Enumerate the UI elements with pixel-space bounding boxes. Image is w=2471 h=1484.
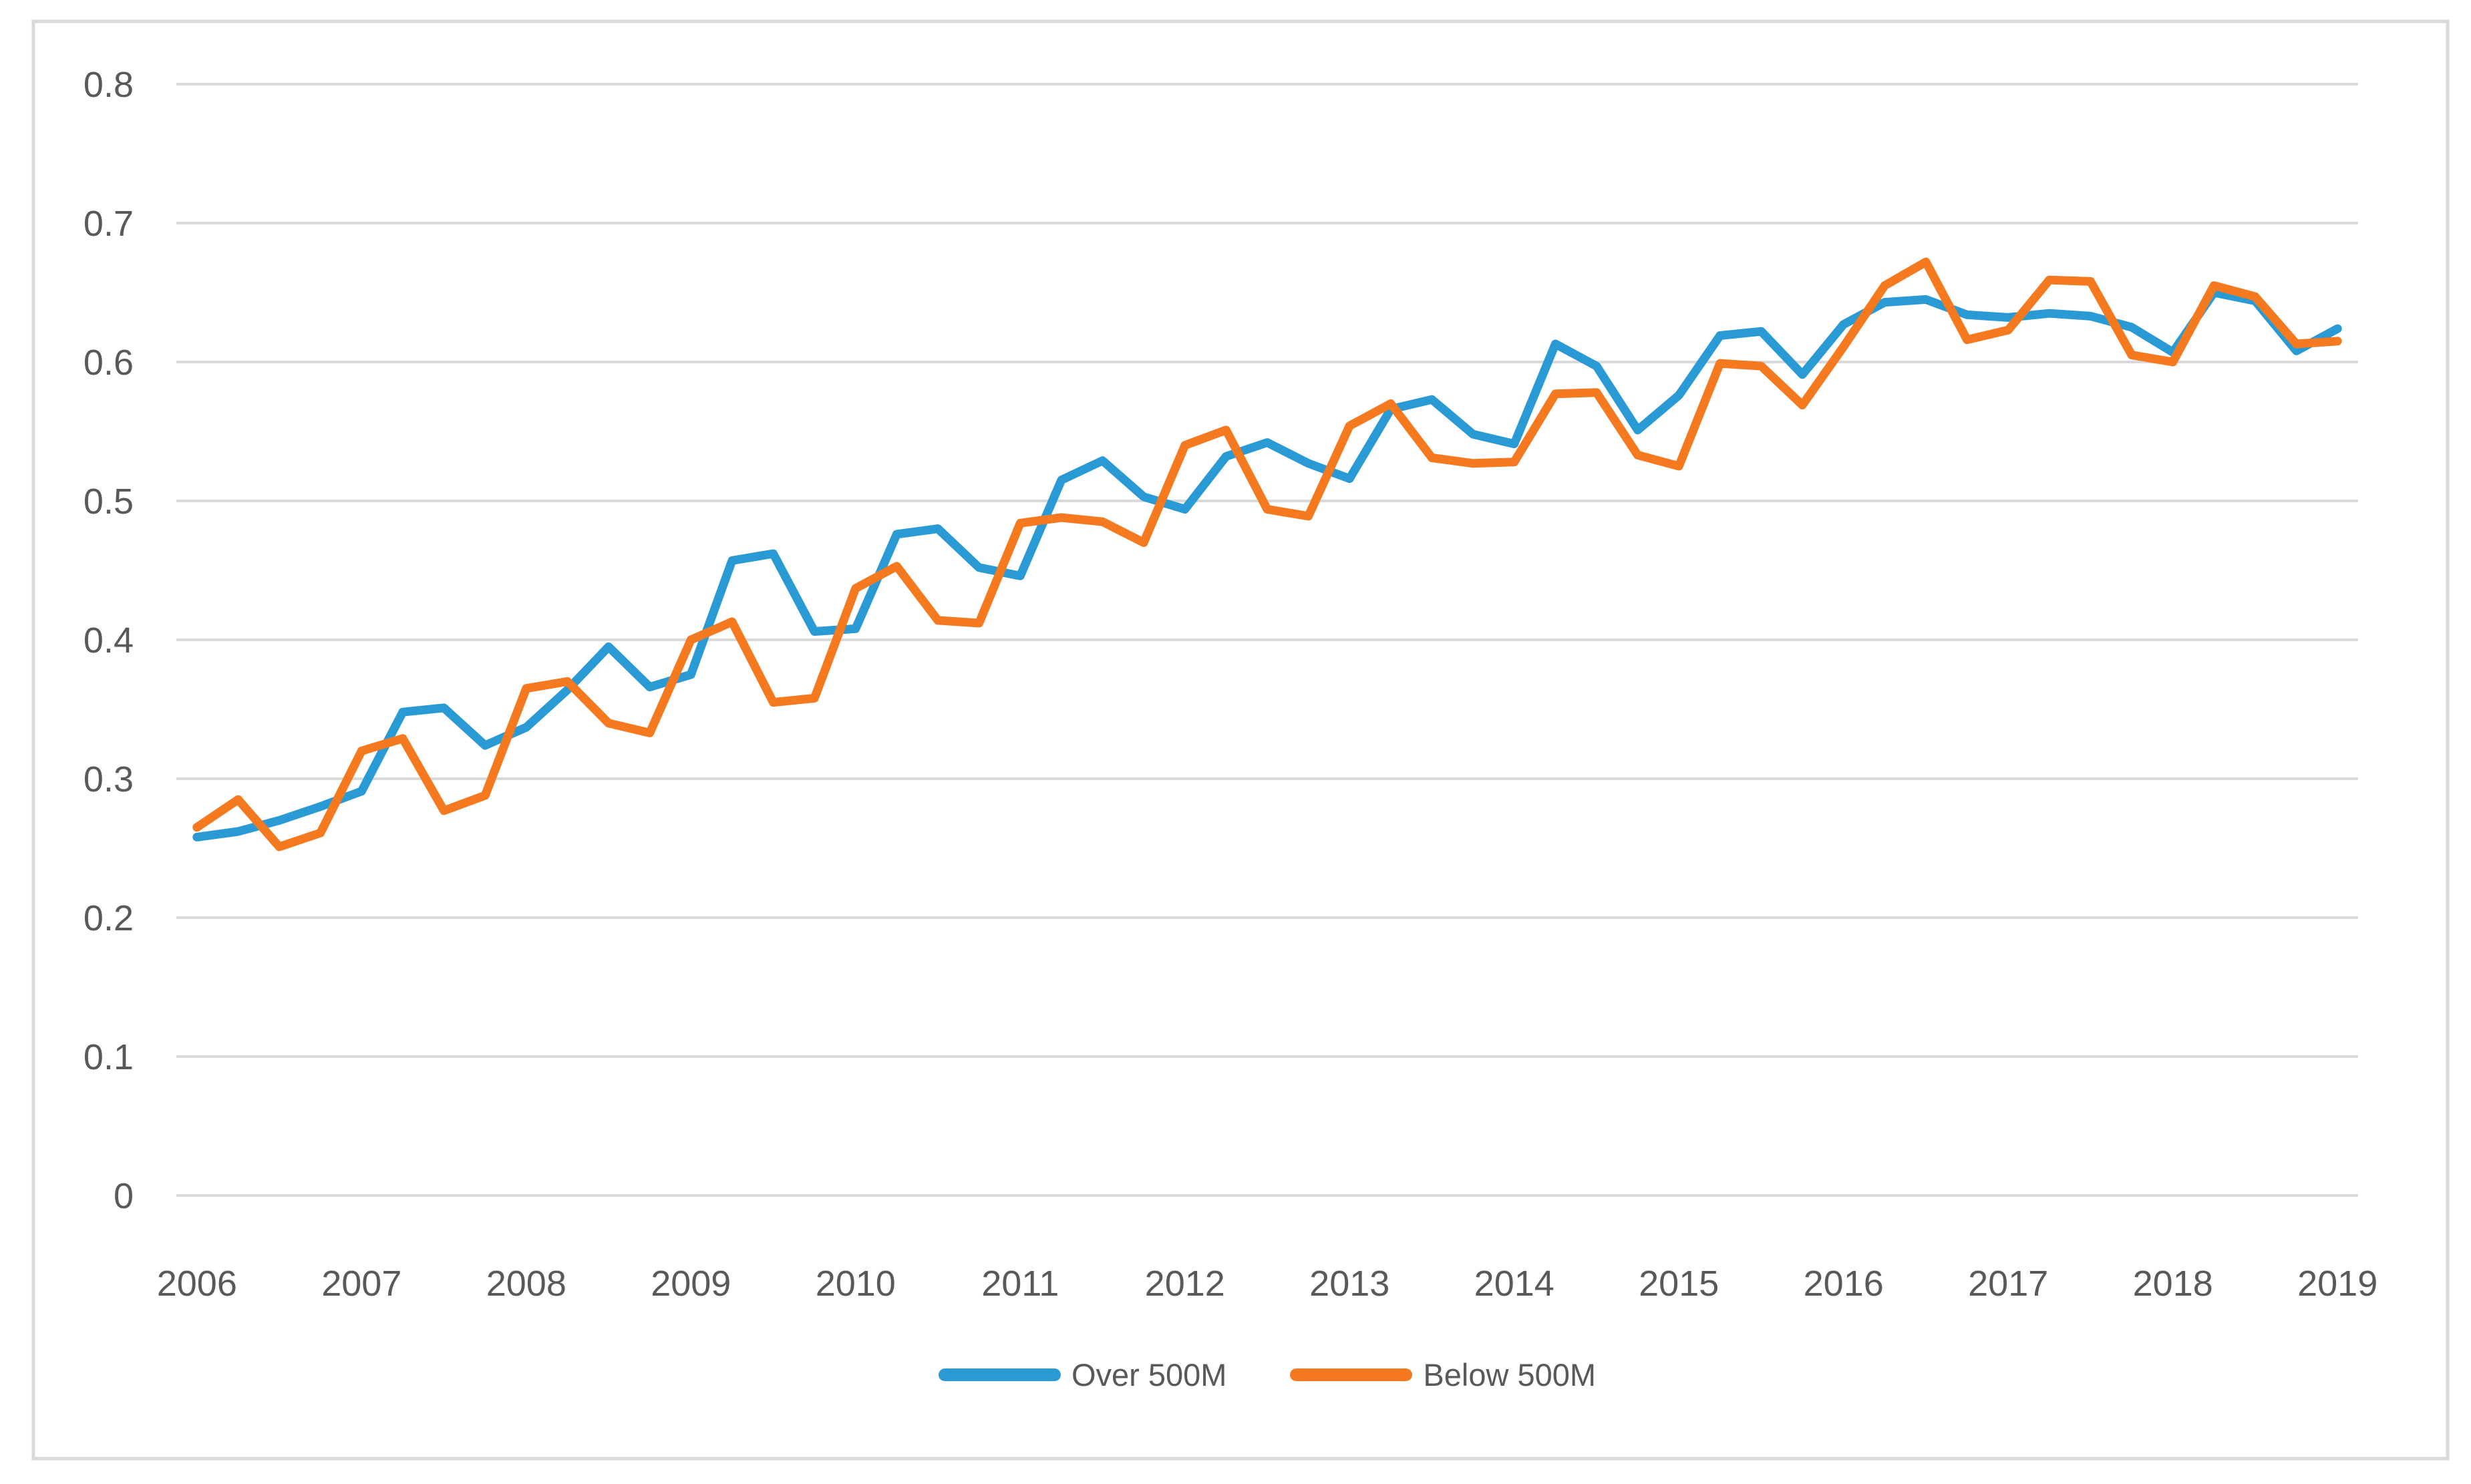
y-axis-labels: 0.8 0.7 0.6 0.5 0.4 0.3 0.2 0.1 0 bbox=[84, 65, 134, 1216]
x-axis-tick-label: 2019 bbox=[2297, 1264, 2377, 1304]
y-axis-tick-label: 0.4 bbox=[84, 620, 134, 661]
x-axis-tick-label: 2009 bbox=[651, 1264, 731, 1304]
legend-label-over-500m: Over 500M bbox=[1071, 1356, 1227, 1393]
y-axis-tick-label: 0.8 bbox=[84, 65, 134, 105]
series-line-below-500m[interactable] bbox=[192, 257, 2342, 852]
legend-label-below-500m: Below 500M bbox=[1423, 1356, 1597, 1393]
legend-swatch-below-500m bbox=[1290, 1368, 1413, 1381]
y-axis-tick-label: 0.3 bbox=[84, 759, 134, 799]
x-axis-tick-label: 2012 bbox=[1145, 1264, 1225, 1304]
y-axis-tick-label: 0.7 bbox=[84, 204, 134, 244]
x-axis-tick-label: 2015 bbox=[1639, 1264, 1719, 1304]
x-axis-tick-label: 2013 bbox=[1309, 1264, 1389, 1304]
x-axis-tick-label: 2011 bbox=[981, 1264, 1059, 1304]
legend-item-below-500m[interactable]: Below 500M bbox=[1290, 1359, 1596, 1390]
x-axis-tick-label: 2016 bbox=[1804, 1264, 1884, 1304]
y-axis-tick-label: 0.5 bbox=[84, 482, 134, 522]
x-axis-labels: 2006 2007 2008 2009 2010 2011 2012 2013 2014 2015… bbox=[157, 1264, 2378, 1304]
chart-legend: Over 500M Below 500M bbox=[176, 1348, 2358, 1401]
x-axis-tick-label: 2010 bbox=[816, 1264, 896, 1304]
chart-border bbox=[31, 19, 2450, 1461]
y-axis-tick-label: 0.1 bbox=[84, 1037, 134, 1077]
x-axis-tick-label: 2018 bbox=[2133, 1264, 2213, 1304]
y-axis-tick-label: 0.2 bbox=[84, 898, 134, 938]
x-axis-tick-label: 2008 bbox=[486, 1264, 566, 1304]
x-axis-tick-label: 2006 bbox=[157, 1264, 237, 1304]
x-axis-tick-label: 2014 bbox=[1474, 1264, 1554, 1304]
legend-swatch-over-500m bbox=[938, 1368, 1061, 1381]
series-line-over-500m[interactable] bbox=[192, 288, 2342, 842]
y-axis-tick-label: 0.6 bbox=[84, 343, 134, 383]
x-axis-tick-label: 2007 bbox=[321, 1264, 401, 1304]
x-axis-tick-label: 2017 bbox=[1968, 1264, 2048, 1304]
gridlines bbox=[176, 83, 2358, 1197]
y-axis-tick-label: 0 bbox=[114, 1176, 134, 1216]
legend-item-over-500m[interactable]: Over 500M bbox=[938, 1356, 1227, 1393]
